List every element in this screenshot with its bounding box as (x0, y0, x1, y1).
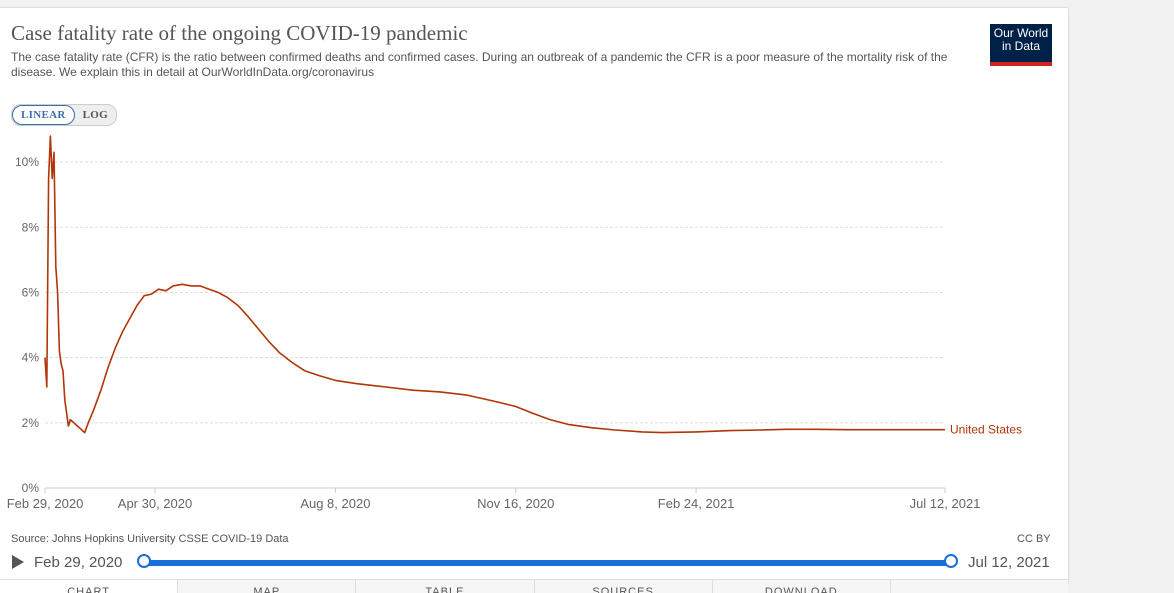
source-note[interactable]: Source: Johns Hopkins University CSSE CO… (11, 533, 289, 545)
x-tick-label: Aug 8, 2020 (300, 496, 370, 511)
tab-map[interactable]: Map (177, 580, 356, 593)
series-line-united-states[interactable] (44, 135, 945, 434)
series-label-united-states[interactable]: United States (950, 423, 1022, 437)
tab-bar: Chart Map Table Sources Download (0, 579, 1068, 593)
tab-share[interactable] (889, 580, 1068, 593)
y-tick-label: 8% (22, 220, 40, 234)
owid-logo[interactable]: Our World in Data (990, 24, 1052, 66)
tab-table[interactable]: Table (355, 580, 534, 593)
tab-download[interactable]: Download (711, 580, 890, 593)
y-tick-label: 2% (22, 416, 40, 430)
timeline-start-date: Feb 29, 2020 (34, 554, 123, 571)
x-tick-label: Feb 24, 2021 (658, 496, 735, 511)
chart-title: Case fatality rate of the ongoing COVID-… (11, 21, 468, 45)
tab-chart[interactable]: Chart (0, 580, 178, 593)
log-scale-button[interactable]: LOG (82, 109, 108, 121)
x-tick-label: Feb 29, 2020 (7, 496, 84, 511)
timeline-slider: Feb 29, 2020 Jul 12, 2021 (0, 548, 1068, 576)
timeline-end-handle[interactable] (944, 554, 958, 568)
y-tick-label: 4% (22, 351, 40, 365)
scale-toggle: LINEAR LOG (11, 104, 117, 126)
y-tick-label: 10% (15, 155, 39, 169)
x-tick-label: Jul 12, 2021 (910, 496, 981, 511)
y-tick-label: 6% (22, 285, 40, 299)
chart-card: Case fatality rate of the ongoing COVID-… (0, 8, 1068, 593)
timeline-start-handle[interactable] (137, 554, 151, 568)
play-icon[interactable] (12, 555, 24, 569)
logo-line-2: in Data (1001, 39, 1041, 53)
y-tick-label: 0% (22, 481, 40, 495)
logo-line-1: Our World (993, 26, 1049, 40)
timeline-end-date: Jul 12, 2021 (968, 554, 1050, 571)
tab-sources[interactable]: Sources (533, 580, 712, 593)
linear-scale-button[interactable]: LINEAR (12, 105, 75, 125)
timeline-track[interactable] (144, 560, 952, 566)
license-label[interactable]: CC BY (1017, 533, 1051, 545)
x-tick-label: Nov 16, 2020 (477, 496, 554, 511)
x-tick-label: Apr 30, 2020 (118, 496, 192, 511)
chart-subtitle: The case fatality rate (CFR) is the rati… (11, 50, 948, 79)
line-chart: 0% 2% 4% 6% 8% 10% Feb 29, 2020 Apr 30, 2020 Aug… (7, 135, 1022, 511)
